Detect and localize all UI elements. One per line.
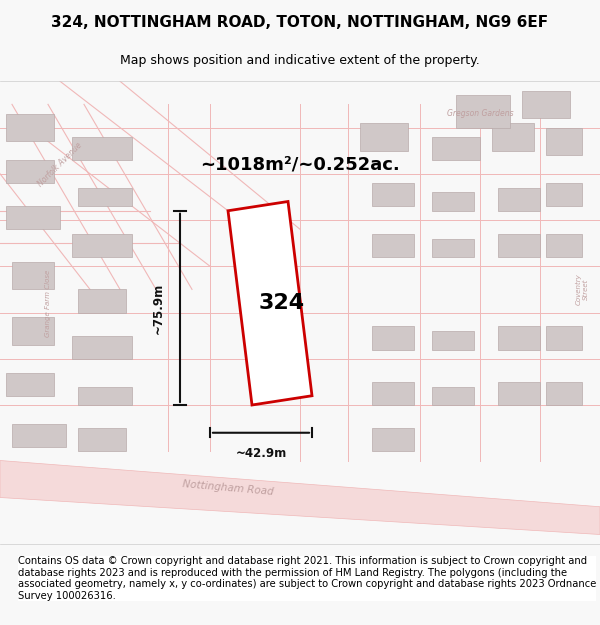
Bar (456, 95, 510, 128)
Bar (360, 123, 408, 151)
Text: Coventry
Street: Coventry Street (575, 274, 589, 305)
Bar (432, 386, 474, 405)
Bar (12, 317, 54, 345)
Bar (72, 137, 132, 160)
Bar (432, 137, 480, 160)
Bar (432, 331, 474, 349)
Bar (498, 234, 540, 257)
Text: Nottingham Road: Nottingham Road (182, 479, 274, 498)
Text: Grange Farm Close: Grange Farm Close (45, 269, 51, 337)
Bar (498, 326, 540, 349)
Text: Contains OS data © Crown copyright and database right 2021. This information is : Contains OS data © Crown copyright and d… (18, 556, 596, 601)
Text: 324: 324 (259, 293, 305, 313)
Text: Map shows position and indicative extent of the property.: Map shows position and indicative extent… (120, 54, 480, 68)
Bar (12, 424, 66, 447)
Bar (78, 289, 126, 312)
Polygon shape (228, 201, 312, 405)
Text: ~1018m²/~0.252ac.: ~1018m²/~0.252ac. (200, 156, 400, 174)
Bar (432, 192, 474, 211)
Text: ~75.9m: ~75.9m (152, 282, 165, 334)
Text: Norfolk Avenue: Norfolk Avenue (36, 141, 84, 188)
Polygon shape (0, 461, 600, 534)
Bar (12, 262, 54, 289)
Bar (78, 428, 126, 451)
Text: 324, NOTTINGHAM ROAD, TOTON, NOTTINGHAM, NG9 6EF: 324, NOTTINGHAM ROAD, TOTON, NOTTINGHAM,… (52, 15, 548, 30)
Bar (546, 183, 582, 206)
Text: Gregson Gardens: Gregson Gardens (446, 109, 514, 118)
Bar (498, 382, 540, 405)
Bar (546, 382, 582, 405)
Bar (6, 372, 54, 396)
Bar (72, 234, 132, 257)
Bar (546, 234, 582, 257)
Bar (6, 114, 54, 141)
Bar (372, 326, 414, 349)
Text: ~42.9m: ~42.9m (235, 447, 287, 459)
Bar (78, 188, 132, 206)
Bar (546, 127, 582, 155)
Bar (372, 428, 414, 451)
Bar (492, 123, 534, 151)
Bar (522, 91, 570, 118)
Bar (498, 188, 540, 211)
Bar (432, 239, 474, 257)
Bar (372, 382, 414, 405)
Bar (6, 206, 60, 229)
Bar (78, 386, 132, 405)
Bar (372, 183, 414, 206)
Bar (546, 326, 582, 349)
Bar (372, 234, 414, 257)
Bar (72, 336, 132, 359)
Bar (6, 160, 54, 183)
